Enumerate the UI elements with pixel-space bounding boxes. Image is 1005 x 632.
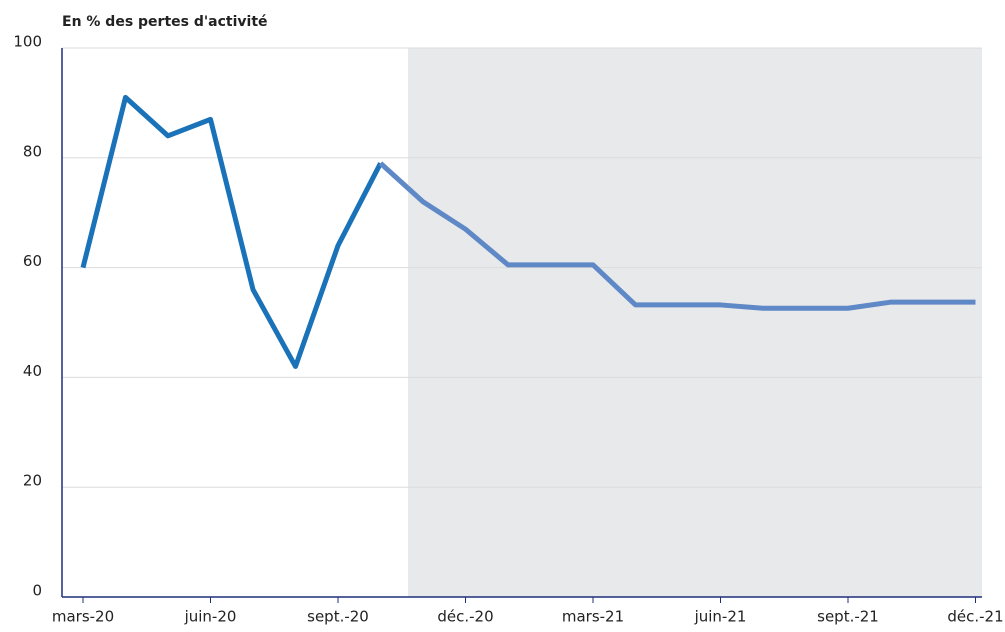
y-tick-label: 100 — [13, 33, 42, 51]
y-tick-label: 80 — [23, 142, 42, 160]
y-tick-label: 0 — [32, 582, 42, 600]
x-tick-label: déc.-21 — [947, 608, 1003, 626]
y-tick-label: 20 — [23, 472, 42, 490]
x-tick-label: sept.-20 — [307, 608, 369, 626]
x-tick-label: mars-21 — [562, 608, 624, 626]
data-line — [378, 161, 976, 311]
x-tick-label: sept.-21 — [817, 608, 879, 626]
axis-title: En % des pertes d'activité — [62, 14, 268, 30]
x-tick-label: juin-20 — [184, 608, 237, 626]
y-tick-label: 60 — [23, 252, 42, 270]
data-line — [80, 94, 383, 369]
shaded-region — [408, 48, 982, 597]
x-tick-label: mars-20 — [52, 608, 114, 626]
x-tick-label: juin-21 — [694, 608, 747, 626]
y-tick-label: 40 — [23, 362, 42, 380]
x-tick-label: déc.-20 — [437, 608, 493, 626]
